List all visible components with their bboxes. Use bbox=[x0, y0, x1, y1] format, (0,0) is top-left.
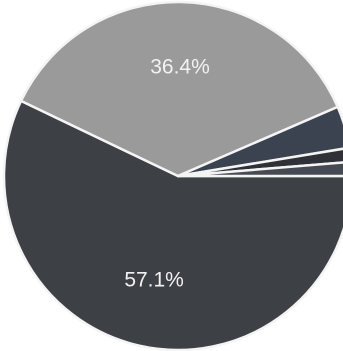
pie-slice-2-label: 36.4% bbox=[150, 56, 210, 79]
pie-slice-1 bbox=[2, 99, 343, 351]
pie-data-labels: 57.1% 36.4% bbox=[124, 56, 209, 292]
pie-slice-3 bbox=[176, 105, 343, 178]
pie-slice-1-label: 57.1% bbox=[124, 269, 184, 292]
pie-slice-4 bbox=[176, 147, 343, 178]
pie-slice-2 bbox=[19, 0, 339, 178]
pie-slice-5 bbox=[176, 161, 343, 178]
